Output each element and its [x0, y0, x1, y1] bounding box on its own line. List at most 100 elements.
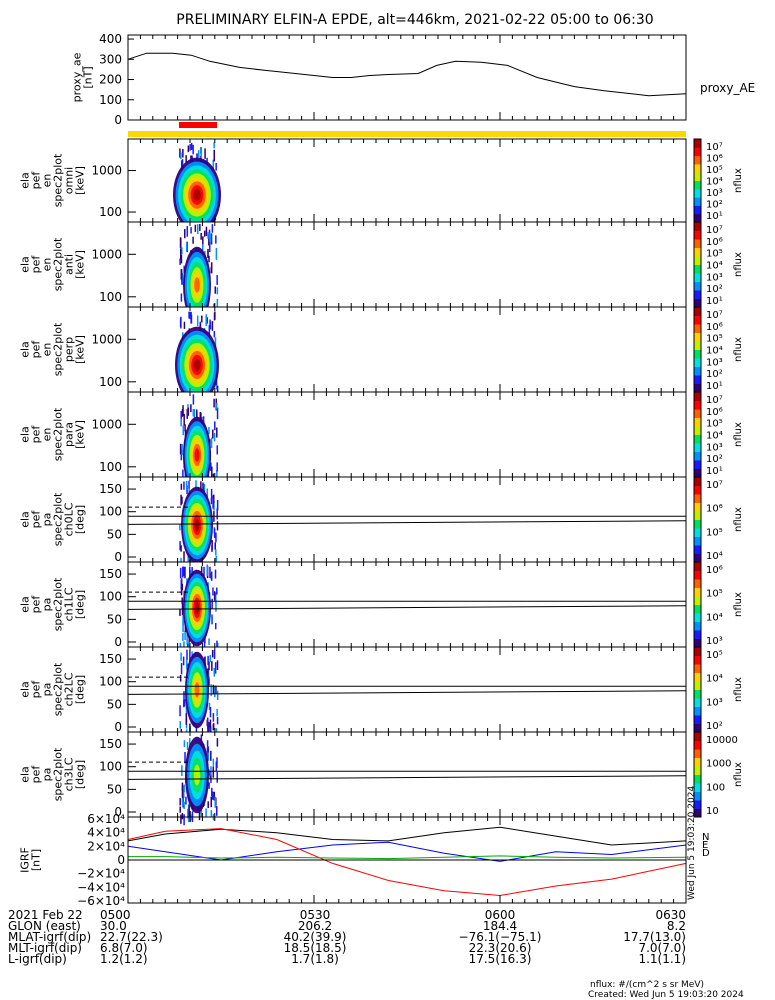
spectrogram-cell: [180, 587, 183, 596]
spectrogram-cell: [200, 809, 203, 817]
spectrogram-cell: [179, 237, 182, 249]
spectrogram-cell: [210, 684, 212, 696]
spectrogram-cell: [213, 432, 216, 442]
spectrogram-cell: [214, 542, 216, 550]
spectrogram-cell: [184, 228, 186, 239]
colorbar-cell: [694, 525, 701, 529]
spectrogram-cell: [181, 409, 184, 417]
y-label-line: [keV]: [74, 335, 87, 364]
colorbar-label-text: nflux: [733, 168, 744, 193]
spectrogram-cell: [209, 706, 212, 718]
spectrogram-cell: [215, 235, 217, 244]
spectrogram-cell: [182, 425, 185, 436]
spectrogram-cell: [208, 255, 210, 263]
colorbar-cell: [694, 500, 701, 503]
colorbar-cell: [694, 421, 701, 425]
spectrogram-cell: [189, 650, 191, 663]
colorbar-cell: [694, 419, 701, 423]
spectrogram-cell: [206, 740, 209, 747]
colorbar-cell: [694, 657, 701, 661]
colorbar-cell: [694, 744, 701, 748]
colorbar-cell: [694, 362, 701, 365]
spectrogram-cell: [210, 497, 213, 505]
colorbar-cell: [694, 311, 701, 314]
spectrogram-cell: [206, 564, 208, 576]
spectrogram-cell: [211, 321, 214, 331]
spectrogram-cell: [215, 532, 217, 543]
colorbar-cell: [694, 230, 701, 234]
spectrogram-cell: [182, 615, 184, 626]
spectrogram-cell: [182, 656, 185, 666]
colorbar-cell: [694, 797, 701, 801]
colorbar-cell: [694, 742, 701, 746]
colorbar-cell: [694, 695, 701, 699]
y-tick-label: 150: [99, 737, 122, 751]
y-label-line: en: [41, 343, 54, 357]
footer-value: 6.8(7.0): [100, 941, 148, 955]
colorbar-cell: [694, 319, 701, 323]
spectrogram-cell: [180, 269, 183, 280]
spectrogram-cell: [183, 801, 185, 809]
y-tick-label: 6×10⁴: [87, 812, 125, 826]
igrf-series-D: [127, 828, 687, 897]
spectrogram-cell: [185, 796, 187, 805]
spectrogram-cell: [216, 470, 218, 481]
colorbar-cell: [694, 640, 701, 644]
colorbar-tick: 10⁷: [706, 480, 723, 491]
spectrogram-cell: [210, 796, 213, 808]
spectrogram-cell: [200, 566, 203, 577]
colorbar-cell: [694, 710, 701, 714]
y-label-line: ela: [19, 596, 32, 613]
colorbar-cell: [694, 553, 701, 557]
colorbar-cell: [694, 445, 701, 448]
spectrogram-cell: [192, 236, 194, 244]
colorbar-cell: [694, 647, 701, 650]
spectrogram-cell: [211, 466, 213, 479]
colorbar-cell: [694, 353, 701, 357]
spectrogram-cell: [190, 227, 192, 234]
colorbar-cell: [694, 570, 701, 574]
colorbar-tick: 10³: [706, 188, 723, 199]
colorbar-cell: [694, 606, 701, 610]
colorbar-cell: [694, 698, 701, 701]
y-label-line: spec2plot: [52, 237, 65, 291]
colorbar-cell: [694, 370, 701, 374]
colorbar-cell: [694, 161, 701, 165]
satellite-coverage-bar: [128, 131, 686, 137]
spectrogram-cell: [179, 806, 181, 813]
colorbar-cell: [694, 375, 701, 378]
colorbar-tick: 10²: [706, 721, 723, 732]
panel-ela-pef-en-spec2plot-omni: 1000100elapefenspec2plotomni[keV]10⁷10⁶1…: [19, 138, 744, 233]
spectrogram-cell: [210, 488, 213, 499]
spectrogram-cell: [214, 662, 217, 674]
spectrogram-cell: [195, 725, 198, 735]
spectrogram-cell: [181, 797, 184, 806]
colorbar-cell: [694, 209, 701, 213]
footer-value: 22.7(22.3): [100, 930, 163, 944]
footer-table: 2021 Feb 22 0500 0530 0600 0630 GLON (east) 30…: [8, 908, 744, 1000]
spectrogram-cell: [212, 497, 214, 509]
y-label-line: pa: [41, 513, 54, 527]
colorbar-label-text: nflux: [733, 677, 744, 702]
colorbar-cell: [694, 581, 701, 584]
spectrogram-cell: [202, 482, 204, 492]
y-label-line: pef: [30, 255, 43, 274]
colorbar-cell: [694, 783, 701, 786]
spectrogram-cell: [203, 641, 206, 648]
spectrogram-cell: [209, 234, 211, 244]
spectrogram-cell: [194, 518, 200, 532]
colorbar-cell: [694, 262, 701, 265]
colorbar-cell: [694, 170, 701, 173]
spectrogram-cell: [208, 242, 211, 253]
footer-value: 0630: [655, 908, 686, 922]
spectrogram-cell: [180, 545, 182, 552]
colorbar-cell: [694, 163, 701, 167]
spectrogram-cell: [214, 796, 216, 808]
colorbar-cell: [694, 566, 701, 569]
spectrogram-cell: [212, 159, 215, 170]
colorbar-cell: [694, 404, 701, 408]
colorbar-cell: [694, 203, 701, 206]
spectrogram-cell: [213, 591, 216, 601]
colorbar-cell: [694, 241, 701, 244]
